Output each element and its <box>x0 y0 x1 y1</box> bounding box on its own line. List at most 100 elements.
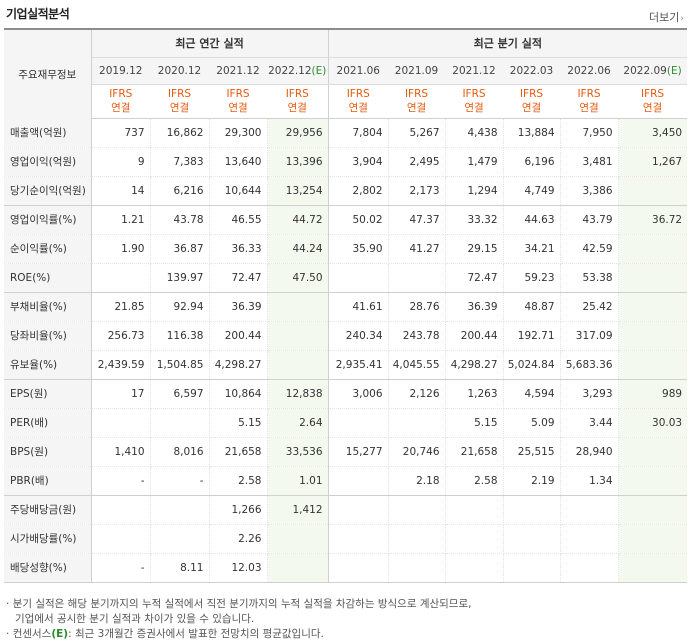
table-cell: 29,300 <box>209 118 268 148</box>
table-cell: 4,298.27 <box>209 350 268 380</box>
table-cell: 34.21 <box>503 234 561 264</box>
table-cell <box>503 524 561 554</box>
table-row: 주당배당금(원) 1,266 1,412 <box>4 494 688 525</box>
period-label: 2022.03 <box>509 64 554 77</box>
table-cell: 17 <box>91 378 151 409</box>
consolidated-label: 연결 <box>348 102 368 114</box>
table-cell <box>91 494 151 525</box>
table-cell: 317.09 <box>560 321 619 351</box>
consolidated-label: 연결 <box>228 102 248 114</box>
period-header: 2022.03 <box>503 57 561 85</box>
estimate-mark: (E) <box>311 64 327 77</box>
estimate-mark: (E) <box>51 628 69 640</box>
table-cell: 44.63 <box>503 204 561 235</box>
row-label: 영업이익률(%) <box>4 204 92 235</box>
footnotes: · 분기 실적은 해당 분기까지의 누적 실적에서 직전 분기까지의 누적 실적… <box>6 597 471 642</box>
table-cell: 12,838 <box>267 378 329 409</box>
table-cell: 2,439.59 <box>91 350 151 380</box>
table-cell: 2,495 <box>388 147 446 177</box>
financial-summary-table: 주요재무정보 최근 연간 실적 최근 분기 실적 2019.12 2020.12 2… <box>4 28 688 583</box>
table-cell: 3,481 <box>560 147 619 177</box>
consolidated-label: 연결 <box>169 102 190 114</box>
consolidated-label: 연결 <box>579 102 599 114</box>
table-cell: 42.59 <box>560 234 619 264</box>
ifrs-label: IFRS <box>404 88 429 100</box>
table-cell <box>267 321 329 351</box>
table-cell: 5,267 <box>388 118 446 148</box>
table-cell: 5.09 <box>503 408 561 438</box>
ifrs-label: IFRS <box>346 88 370 100</box>
ifrs-header: IFRS 연결 <box>618 84 688 119</box>
table-cell: 9 <box>91 147 151 177</box>
header-label-cell: 주요재무정보 <box>4 29 92 118</box>
table-cell: 10,864 <box>209 378 268 409</box>
table-cell: 44.72 <box>267 204 329 235</box>
period-row: 2019.12 2020.12 2021.12 2022.12(E) 2021.06 20… <box>4 57 688 85</box>
table-row: 영업이익(억원) 9 7,383 13,640 13,396 3,904 2,495 1,47… <box>4 147 688 177</box>
ifrs-label: IFRS <box>226 88 250 100</box>
ifrs-header: IFRS 연결 <box>150 84 209 119</box>
period-label: 2022.06 <box>567 64 611 77</box>
table-cell <box>91 524 151 554</box>
period-header: 2020.12 <box>150 57 209 85</box>
ifrs-row: IFRS 연결 IFRS 연결 IFRS 연결 IFRS 연결 IFRS 연결 IFRS 연결 IFRS… <box>4 84 688 119</box>
bullet-icon: · <box>6 598 13 610</box>
table-cell: 7,804 <box>328 118 389 148</box>
table-body: 매출액(억원) 737 16,862 29,300 29,956 7,804 5,267 4,… <box>4 118 688 583</box>
row-label: 순이익률(%) <box>4 234 92 264</box>
more-link[interactable]: 더보기› <box>649 9 684 25</box>
table-cell: 43.79 <box>560 204 619 235</box>
footnote-2: · 컨센서스(E): 최근 3개월간 증권사에서 발표한 전망치의 평균값입니다… <box>6 627 471 642</box>
table-cell: 1.34 <box>560 466 619 496</box>
table-cell <box>267 291 329 322</box>
table-cell: 1,266 <box>209 494 268 525</box>
ifrs-header: IFRS 연결 <box>388 84 446 119</box>
table-cell: 1,504.85 <box>150 350 210 380</box>
table-cell: 5.15 <box>445 408 504 438</box>
table-cell: 1.90 <box>91 234 151 264</box>
table-cell: 25,515 <box>503 437 561 467</box>
table-cell: 46.55 <box>209 204 268 235</box>
row-label: PER(배) <box>4 408 92 438</box>
table-cell: 50.02 <box>328 204 389 235</box>
footnote-1-cont: 기업에서 공시한 분기 실적과 차이가 있을 수 있습니다. <box>15 613 255 625</box>
period-label: 2022.09 <box>623 64 667 77</box>
table-cell: 53.38 <box>560 263 619 293</box>
table-cell: 139.97 <box>150 263 210 293</box>
period-header: 2021.12 <box>445 57 504 85</box>
ifrs-label: IFRS <box>519 88 544 100</box>
table-cell: 243.78 <box>388 321 446 351</box>
table-cell <box>150 524 210 554</box>
table-cell: 2.58 <box>209 466 268 496</box>
footnote-1-text: 분기 실적은 해당 분기까지의 누적 실적에서 직전 분기까지의 누적 실적을 … <box>12 598 472 610</box>
row-label: EPS(원) <box>4 378 92 409</box>
estimate-mark: (E) <box>666 64 682 77</box>
table-cell: 14 <box>91 176 151 206</box>
period-label: 2022.12 <box>268 64 312 77</box>
ifrs-header: IFRS 연결 <box>328 84 389 119</box>
bullet-icon: · <box>6 628 13 640</box>
table-cell <box>150 494 210 525</box>
table-row: PER(배) 5.15 2.64 5.15 5.09 3.44 30.03 <box>4 408 688 438</box>
table-cell: 2,173 <box>388 176 446 206</box>
period-header: 2022.09(E) <box>618 57 688 85</box>
table-cell <box>388 553 446 583</box>
table-cell: 1,294 <box>445 176 504 206</box>
ifrs-header: IFRS 연결 <box>445 84 504 119</box>
table-cell: 13,254 <box>267 176 329 206</box>
table-cell: 33.32 <box>445 204 504 235</box>
table-cell: 3,450 <box>618 118 688 148</box>
table-cell <box>388 494 446 525</box>
consolidated-label: 연결 <box>464 102 484 114</box>
table-cell <box>328 524 389 554</box>
table-cell: 48.87 <box>503 291 561 322</box>
table-cell: 47.37 <box>388 204 446 235</box>
table-cell <box>618 321 688 351</box>
table-cell: 12.03 <box>209 553 268 583</box>
table-cell: 20,746 <box>388 437 446 467</box>
table-cell <box>328 263 389 293</box>
table-cell <box>618 553 688 583</box>
table-cell: 8,016 <box>150 437 210 467</box>
row-label: 당좌비율(%) <box>4 321 92 351</box>
table-cell: 1,410 <box>91 437 151 467</box>
